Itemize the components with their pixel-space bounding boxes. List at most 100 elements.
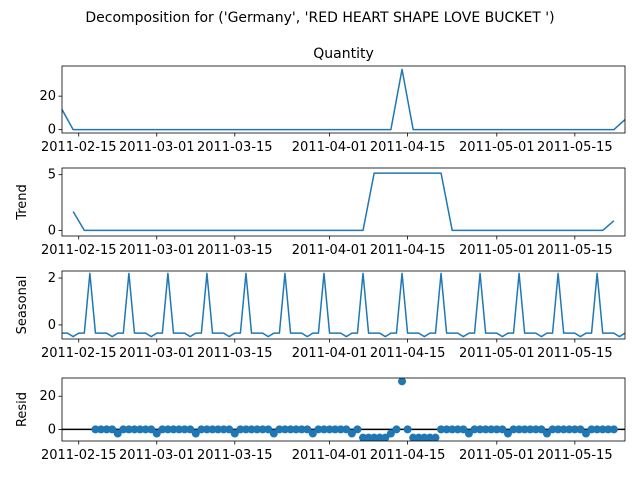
- panel-resid: 0 20 2011-02-15 2011-03-01 2011-03-15 2011-04…: [15, 377, 626, 463]
- x-tick-label: 2011-04-15: [370, 140, 446, 155]
- resid-point: [230, 429, 239, 438]
- resid-point: [169, 425, 178, 434]
- resid-point: [186, 425, 195, 434]
- resid-point: [487, 425, 496, 434]
- resid-point: [308, 429, 317, 438]
- axes-frame: [61, 65, 626, 134]
- resid-point: [381, 433, 390, 441]
- resid-point: [531, 425, 540, 434]
- resid-point: [319, 425, 328, 434]
- resid-point: [470, 425, 479, 434]
- x-tick-label: 2011-04-01: [292, 140, 368, 155]
- y-tick-label: 2: [48, 271, 56, 286]
- resid-point: [113, 429, 122, 438]
- resid-point: [526, 425, 535, 434]
- axes-frame: [61, 270, 626, 340]
- axes-frame: [61, 167, 626, 237]
- x-tick-label: 2011-04-15: [370, 346, 446, 361]
- resid-point: [515, 425, 524, 434]
- x-tick-label: 2011-02-15: [41, 140, 117, 155]
- panel-quantity: 0 20 2011-02-15 2011-03-01 2011-03-15 2011-04…: [39, 46, 626, 155]
- x-tick-label: 2011-03-01: [119, 243, 195, 258]
- resid-point: [175, 425, 184, 434]
- resid-point: [97, 425, 106, 434]
- resid-point: [314, 425, 323, 434]
- resid-point: [581, 429, 590, 438]
- y-tick-label: 0: [48, 223, 56, 238]
- resid-point: [91, 425, 100, 434]
- resid-point: [141, 425, 150, 434]
- resid-point: [336, 425, 345, 434]
- panel-trend: 0 5 2011-02-15 2011-03-01 2011-03-15 2011-04-…: [15, 167, 626, 258]
- resid-point: [197, 425, 206, 434]
- resid-point: [202, 425, 211, 434]
- resid-point: [353, 425, 362, 434]
- resid-point: [593, 425, 602, 434]
- y-tick-label: 20: [39, 89, 56, 104]
- axes-frame: [61, 377, 626, 442]
- resid-point: [437, 425, 446, 434]
- resid-point: [492, 425, 501, 434]
- y-tick-label: 0: [48, 318, 56, 333]
- series-line: [72, 172, 615, 232]
- resid-point: [264, 425, 273, 434]
- x-tick-label: 2011-02-15: [41, 448, 117, 463]
- resid-point: [119, 425, 128, 434]
- x-tick-label: 2011-04-01: [292, 448, 368, 463]
- x-tick-label: 2011-05-01: [459, 346, 535, 361]
- resid-point: [448, 425, 457, 434]
- x-tick-label: 2011-03-15: [197, 448, 273, 463]
- resid-point: [180, 425, 189, 434]
- y-tick-label: 20: [39, 389, 56, 404]
- resid-point: [247, 425, 256, 434]
- resid-point: [498, 425, 507, 434]
- x-tick-label: 2011-05-15: [537, 448, 613, 463]
- x-tick-label: 2011-03-01: [119, 448, 195, 463]
- resid-point: [253, 425, 262, 434]
- x-tick-label: 2011-05-01: [459, 448, 535, 463]
- resid-point: [453, 425, 462, 434]
- x-tick-label: 2011-04-01: [292, 346, 368, 361]
- resid-point: [503, 429, 512, 438]
- resid-point: [269, 429, 278, 438]
- resid-point: [392, 425, 401, 434]
- resid-point: [609, 425, 618, 434]
- resid-point: [214, 425, 223, 434]
- resid-point: [509, 425, 518, 434]
- resid-point: [108, 425, 117, 434]
- resid-point: [280, 425, 289, 434]
- resid-point: [347, 429, 356, 438]
- resid-point: [604, 425, 613, 434]
- resid-point: [398, 378, 407, 386]
- x-tick-label: 2011-04-01: [292, 243, 368, 258]
- resid-point: [386, 429, 395, 438]
- resid-point: [136, 425, 145, 434]
- plot-area: [62, 68, 625, 131]
- resid-point: [225, 425, 234, 434]
- panel-title: Quantity: [313, 46, 374, 62]
- y-tick-label: 5: [48, 168, 56, 183]
- resid-point: [275, 425, 284, 434]
- resid-point: [292, 425, 301, 434]
- plot-area: [62, 378, 625, 441]
- resid-point: [158, 425, 167, 434]
- y-tick-label: 0: [48, 422, 56, 437]
- resid-point: [481, 425, 490, 434]
- figure-suptitle: Decomposition for ('Germany', 'RED HEART…: [85, 10, 554, 26]
- resid-point: [598, 425, 607, 434]
- resid-point: [258, 425, 267, 434]
- x-tick-label: 2011-04-15: [370, 448, 446, 463]
- y-tick-label: 0: [48, 123, 56, 138]
- x-tick-label: 2011-03-15: [197, 243, 273, 258]
- x-tick-label: 2011-05-15: [537, 140, 613, 155]
- x-tick-label: 2011-03-15: [197, 346, 273, 361]
- x-tick-label: 2011-03-15: [197, 140, 273, 155]
- resid-point: [236, 425, 245, 434]
- series-line: [62, 272, 625, 338]
- resid-point: [303, 425, 312, 434]
- resid-point: [241, 425, 250, 434]
- resid-point: [570, 425, 579, 434]
- resid-point: [163, 425, 172, 434]
